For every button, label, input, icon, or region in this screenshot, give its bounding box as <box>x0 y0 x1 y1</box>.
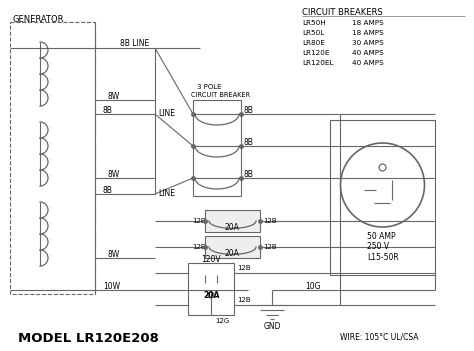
Text: LR120E: LR120E <box>302 50 329 56</box>
Text: 12G: 12G <box>215 318 229 324</box>
Text: 20A: 20A <box>225 249 239 258</box>
Text: 8B: 8B <box>103 186 113 195</box>
Text: CIRCUIT BREAKER: CIRCUIT BREAKER <box>191 92 250 98</box>
Text: 8W: 8W <box>108 250 120 259</box>
Text: 40 AMPS: 40 AMPS <box>352 60 384 66</box>
Bar <box>205 210 260 232</box>
Text: 8W: 8W <box>108 92 120 101</box>
Bar <box>330 120 435 275</box>
Text: 3 POLE: 3 POLE <box>197 84 221 90</box>
Text: 30 AMPS: 30 AMPS <box>352 40 384 46</box>
Text: 18 AMPS: 18 AMPS <box>352 20 384 26</box>
Text: LINE: LINE <box>158 189 175 198</box>
Text: GENERATOR: GENERATOR <box>12 15 64 24</box>
Text: 12B: 12B <box>192 244 206 250</box>
Text: LINE: LINE <box>158 109 175 118</box>
Text: 20A: 20A <box>203 291 219 300</box>
Text: CIRCUIT BREAKERS: CIRCUIT BREAKERS <box>302 8 383 17</box>
Bar <box>188 263 234 315</box>
Text: 8B LINE: 8B LINE <box>120 39 149 48</box>
Text: GND: GND <box>264 322 282 331</box>
Text: 20A: 20A <box>225 223 239 232</box>
Text: 8W: 8W <box>108 170 120 179</box>
Text: 10G: 10G <box>305 282 320 291</box>
Text: 8B: 8B <box>244 138 254 147</box>
Bar <box>193 100 241 196</box>
Text: LR50L: LR50L <box>302 30 324 36</box>
Text: LR120EL: LR120EL <box>302 60 334 66</box>
Text: 18 AMPS: 18 AMPS <box>352 30 384 36</box>
Text: 8B: 8B <box>103 106 113 115</box>
Text: LR80E: LR80E <box>302 40 325 46</box>
Text: LR50H: LR50H <box>302 20 326 26</box>
Bar <box>10 22 95 294</box>
Text: WIRE: 105°C UL/CSA: WIRE: 105°C UL/CSA <box>340 332 419 341</box>
Text: 12B: 12B <box>237 297 251 303</box>
Text: 50 AMP
250 V
L15-50R: 50 AMP 250 V L15-50R <box>367 232 399 262</box>
Text: 8B: 8B <box>244 170 254 179</box>
Text: 40 AMPS: 40 AMPS <box>352 50 384 56</box>
Text: 12B: 12B <box>192 218 206 224</box>
Text: 120V: 120V <box>201 255 221 264</box>
Text: 8B: 8B <box>244 106 254 115</box>
Text: 12B: 12B <box>263 244 277 250</box>
Text: 12B: 12B <box>237 265 251 271</box>
Text: MODEL LR120E208: MODEL LR120E208 <box>18 332 159 345</box>
Bar <box>205 236 260 258</box>
Text: 10W: 10W <box>103 282 120 291</box>
Text: 12B: 12B <box>263 218 277 224</box>
